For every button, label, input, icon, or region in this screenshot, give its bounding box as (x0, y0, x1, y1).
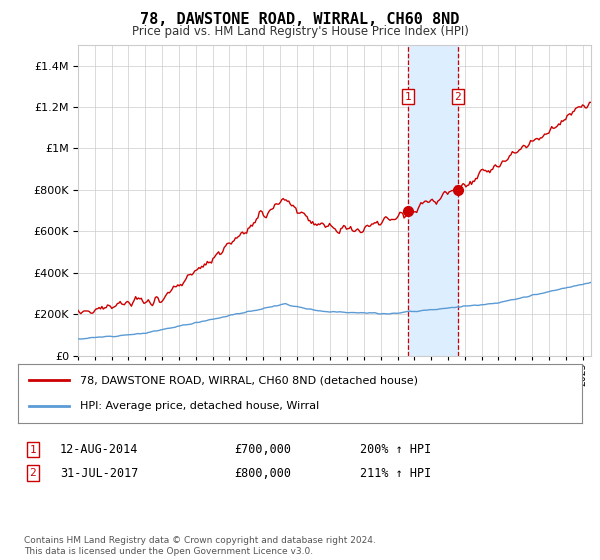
Text: £700,000: £700,000 (234, 443, 291, 456)
Text: 1: 1 (29, 445, 37, 455)
Text: 78, DAWSTONE ROAD, WIRRAL, CH60 8ND: 78, DAWSTONE ROAD, WIRRAL, CH60 8ND (140, 12, 460, 27)
Text: £800,000: £800,000 (234, 466, 291, 480)
Text: 2: 2 (454, 92, 461, 101)
Text: 1: 1 (404, 92, 412, 101)
Text: 78, DAWSTONE ROAD, WIRRAL, CH60 8ND (detached house): 78, DAWSTONE ROAD, WIRRAL, CH60 8ND (det… (80, 375, 418, 385)
Text: 2: 2 (29, 468, 37, 478)
Bar (408, 45, 458, 356)
Text: 12-AUG-2014: 12-AUG-2014 (60, 443, 139, 456)
Text: 31-JUL-2017: 31-JUL-2017 (60, 466, 139, 480)
Text: Price paid vs. HM Land Registry's House Price Index (HPI): Price paid vs. HM Land Registry's House … (131, 25, 469, 38)
Text: Contains HM Land Registry data © Crown copyright and database right 2024.
This d: Contains HM Land Registry data © Crown c… (24, 536, 376, 556)
Text: HPI: Average price, detached house, Wirral: HPI: Average price, detached house, Wirr… (80, 402, 319, 412)
Text: 200% ↑ HPI: 200% ↑ HPI (360, 443, 431, 456)
Text: 211% ↑ HPI: 211% ↑ HPI (360, 466, 431, 480)
